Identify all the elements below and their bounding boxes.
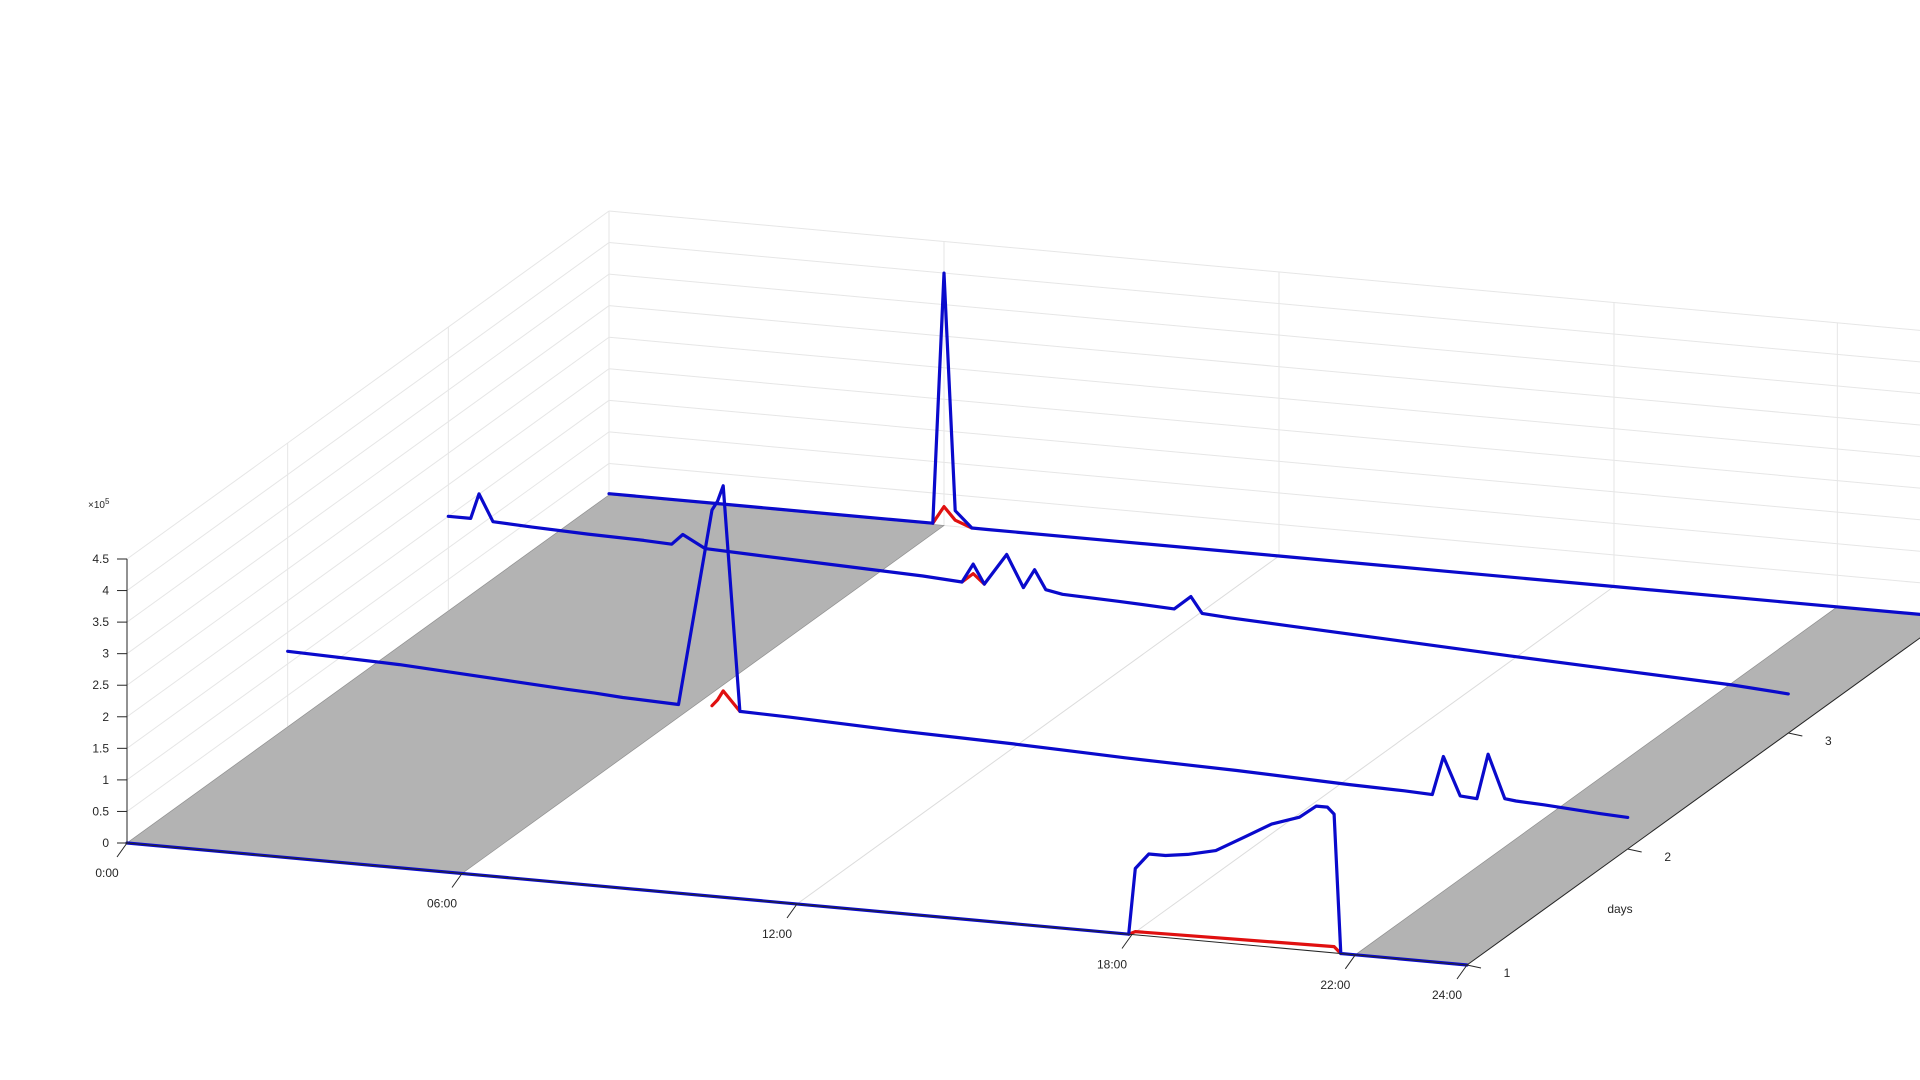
y-axis-line xyxy=(1466,637,1920,966)
series-lines xyxy=(125,271,1920,967)
y-tick-label: 2 xyxy=(1664,850,1671,864)
x-tick-mark xyxy=(451,873,463,888)
z-tick-label: 2.5 xyxy=(92,678,109,692)
grid-line-z xyxy=(608,336,1920,458)
x-tick-mark xyxy=(116,842,128,858)
blue-series-line-day-4 xyxy=(607,271,1920,616)
y-tick-mark xyxy=(1788,732,1803,737)
grid-line-x xyxy=(1131,586,1615,935)
x-tick-label: 0:00 xyxy=(95,866,119,880)
grid-line-z xyxy=(608,273,1920,394)
blue-series-line-day-3 xyxy=(446,492,1790,696)
grid-line-z xyxy=(608,305,1920,426)
z-tick-label: 1.5 xyxy=(92,741,109,755)
blue-series-line-day-1 xyxy=(125,804,1469,967)
grid-line-z xyxy=(608,399,1920,521)
z-tick-label: 3.5 xyxy=(92,615,109,629)
grid-line-z xyxy=(126,399,610,749)
y-tick-label: 3 xyxy=(1825,734,1832,748)
grid-line-z xyxy=(126,273,610,623)
grid-line-z xyxy=(126,305,610,655)
y-axis-label: days xyxy=(1607,902,1632,916)
axes: days ×105 0:00 06:00 12:00 18:00 22:00 24:00 1… xyxy=(88,497,1920,1002)
x-tick-label: 12:00 xyxy=(762,927,792,941)
shaded-period xyxy=(1354,606,1920,966)
z-tick-label: 4 xyxy=(102,584,109,598)
grid-line-z xyxy=(126,242,610,591)
red-series-line-day-4 xyxy=(931,505,974,530)
x-tick-mark xyxy=(1121,934,1133,949)
z-tick-label: 1 xyxy=(102,773,109,787)
x-tick-label: 18:00 xyxy=(1097,958,1127,972)
grid-line-z xyxy=(126,431,610,781)
z-tick-label: 2 xyxy=(102,710,109,724)
grid-line-z xyxy=(608,242,1920,363)
x-tick-mark xyxy=(1344,954,1356,970)
y-tick-mark xyxy=(1466,964,1482,969)
grid-line-z xyxy=(126,210,610,560)
z-axis-exponent-base: ×10 xyxy=(88,500,105,511)
blue-series-line-day-2 xyxy=(286,484,1630,819)
z-tick-label: 0 xyxy=(102,836,109,850)
x-tick-label: 22:00 xyxy=(1320,978,1350,992)
grid-line-z xyxy=(126,336,610,686)
z-tick-label: 0.5 xyxy=(92,804,109,818)
red-series-line-day-2 xyxy=(710,689,742,713)
y-tick-mark xyxy=(1627,848,1642,853)
red-series-line-day-1 xyxy=(1127,930,1343,956)
floor-shading xyxy=(126,494,1920,966)
grid-line-x xyxy=(796,555,1280,905)
grid-line-z xyxy=(126,463,610,812)
z-tick-label: 4.5 xyxy=(92,552,109,566)
grid-line-z xyxy=(608,368,1920,489)
x-tick-label: 06:00 xyxy=(427,897,457,911)
grid-line-z xyxy=(608,210,1920,331)
z-axis-exponent: ×105 xyxy=(88,497,110,511)
x-tick-label: 24:00 xyxy=(1432,988,1462,1002)
z-axis-exponent-power: 5 xyxy=(105,497,110,506)
y-tick-label: 1 xyxy=(1504,966,1511,980)
grid-line-z xyxy=(126,368,610,718)
z-tick-label: 3 xyxy=(102,647,109,661)
x-tick-mark xyxy=(1456,964,1468,980)
x-tick-mark xyxy=(786,903,798,919)
